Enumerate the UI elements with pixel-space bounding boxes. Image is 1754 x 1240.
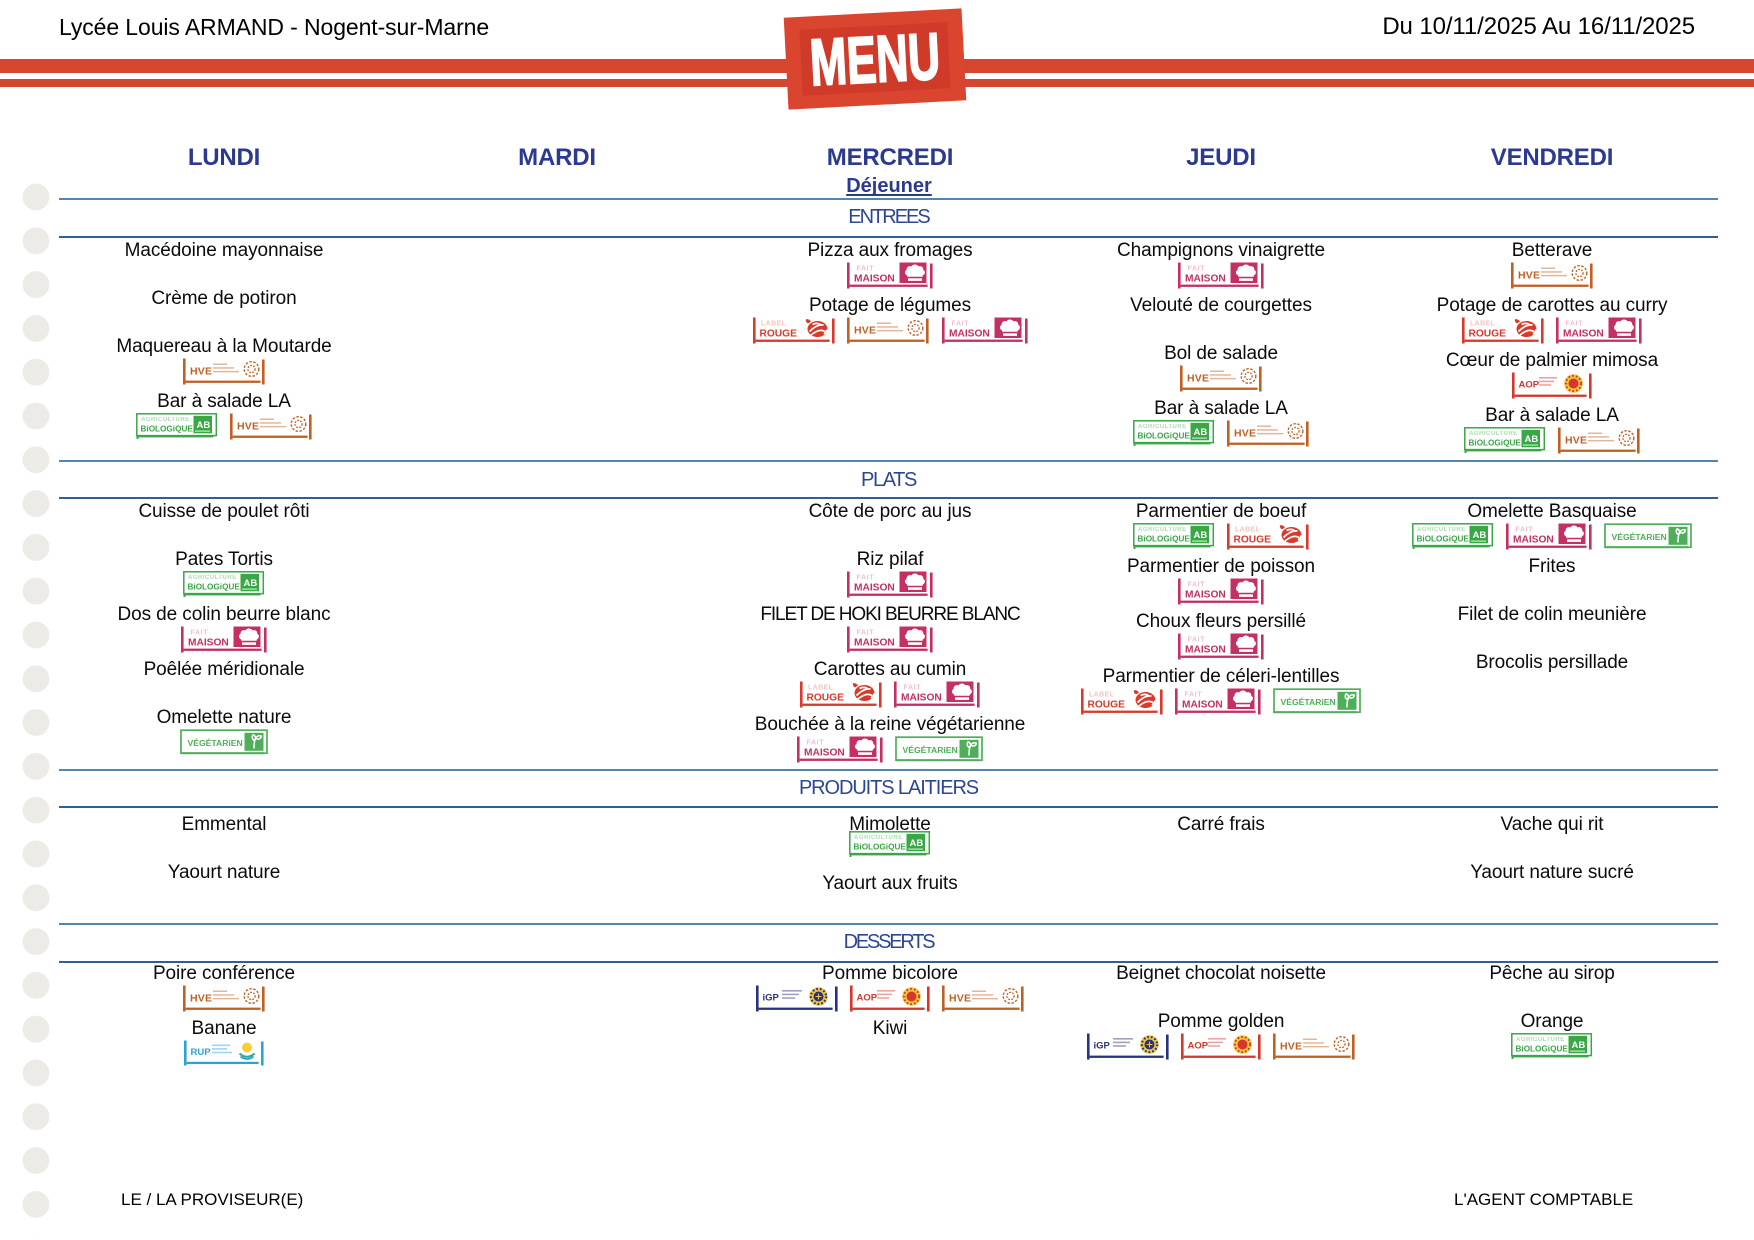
svg-text:HVE: HVE (854, 325, 876, 337)
svg-text:AOP: AOP (1519, 380, 1540, 391)
svg-text:VÉGÉTARiEN: VÉGÉTARiEN (1280, 697, 1335, 707)
svg-text:MAISON: MAISON (1185, 645, 1226, 656)
svg-text:VÉGÉTARiEN: VÉGÉTARiEN (902, 745, 957, 755)
svg-text:MAISON: MAISON (188, 638, 229, 649)
svg-text:MAISON: MAISON (1563, 329, 1604, 340)
svg-text:AGRICULTURE: AGRICULTURE (188, 575, 237, 581)
svg-text:AB: AB (244, 578, 258, 589)
svg-text:MAISON: MAISON (854, 583, 895, 594)
svg-text:BiOLOGiQUE: BiOLOGiQUE (1516, 1044, 1569, 1053)
svg-text:FAIT: FAIT (951, 321, 969, 328)
svg-text:AB: AB (910, 838, 924, 849)
svg-text:LABEL: LABEL (1089, 692, 1115, 699)
svg-text:AOP: AOP (856, 992, 877, 1003)
svg-text:FAIT: FAIT (1188, 582, 1206, 589)
svg-text:FAIT: FAIT (857, 266, 875, 273)
svg-text:FAIT: FAIT (191, 630, 209, 637)
svg-text:VÉGÉTARiEN: VÉGÉTARiEN (187, 738, 242, 748)
svg-text:ROUGE: ROUGE (759, 329, 797, 340)
svg-text:HVE: HVE (190, 366, 212, 378)
svg-text:AGRICULTURE: AGRICULTURE (1516, 1037, 1565, 1043)
svg-text:VÉGÉTARiEN: VÉGÉTARiEN (1611, 532, 1666, 542)
svg-text:FAIT: FAIT (1188, 637, 1206, 644)
svg-text:HVE: HVE (949, 992, 971, 1004)
svg-text:iGP: iGP (1093, 1040, 1110, 1051)
svg-text:HVE: HVE (237, 421, 259, 433)
svg-text:FAIT: FAIT (1566, 321, 1584, 328)
svg-text:BiOLOGiQUE: BiOLOGiQUE (1416, 534, 1469, 543)
svg-text:AGRICULTURE: AGRICULTURE (854, 835, 903, 841)
svg-text:HVE: HVE (1280, 1040, 1302, 1052)
svg-text:HVE: HVE (1565, 435, 1587, 447)
svg-text:FAIT: FAIT (904, 685, 922, 692)
svg-text:AB: AB (196, 420, 210, 431)
svg-text:MAISON: MAISON (854, 274, 895, 285)
svg-text:BiOLOGiQUE: BiOLOGiQUE (1138, 534, 1191, 543)
svg-text:MAISON: MAISON (804, 748, 845, 759)
svg-text:FAIT: FAIT (857, 630, 875, 637)
svg-text:ROUGE: ROUGE (1469, 329, 1507, 340)
svg-text:BiOLOGiQUE: BiOLOGiQUE (1137, 431, 1190, 440)
svg-text:MAISON: MAISON (949, 329, 990, 340)
svg-text:HVE: HVE (1234, 428, 1256, 440)
svg-text:FAIT: FAIT (857, 575, 875, 582)
svg-text:MAISON: MAISON (854, 638, 895, 649)
svg-text:AB: AB (1472, 530, 1486, 541)
svg-text:MAISON: MAISON (1185, 274, 1226, 285)
svg-text:AGRICULTURE: AGRICULTURE (1469, 431, 1518, 437)
svg-text:HVE: HVE (1518, 270, 1540, 282)
svg-text:LABEL: LABEL (1470, 321, 1496, 328)
svg-text:MAISON: MAISON (1513, 535, 1554, 546)
svg-text:LABEL: LABEL (808, 685, 834, 692)
svg-text:LABEL: LABEL (761, 321, 787, 328)
svg-text:ROUGE: ROUGE (1087, 700, 1125, 711)
svg-text:AB: AB (1193, 427, 1207, 438)
svg-text:MAISON: MAISON (1182, 700, 1223, 711)
svg-text:HVE: HVE (190, 992, 212, 1004)
svg-text:FAIT: FAIT (1515, 527, 1533, 534)
svg-text:MAISON: MAISON (901, 693, 942, 704)
svg-text:AGRICULTURE: AGRICULTURE (141, 417, 190, 423)
svg-text:MENU: MENU (808, 19, 942, 100)
svg-text:ROUGE: ROUGE (807, 693, 845, 704)
svg-text:HVE: HVE (1187, 373, 1209, 385)
svg-text:ROUGE: ROUGE (1234, 535, 1272, 546)
svg-text:LABEL: LABEL (1235, 527, 1261, 534)
svg-text:BiOLOGiQUE: BiOLOGiQUE (188, 582, 241, 591)
svg-text:BiOLOGiQUE: BiOLOGiQUE (854, 842, 907, 851)
svg-text:AGRICULTURE: AGRICULTURE (1138, 424, 1187, 430)
svg-text:AGRICULTURE: AGRICULTURE (1138, 527, 1187, 533)
svg-text:AB: AB (1572, 1040, 1586, 1051)
svg-text:RUP: RUP (191, 1047, 212, 1058)
svg-text:AGRICULTURE: AGRICULTURE (1417, 527, 1466, 533)
svg-text:AB: AB (1194, 530, 1208, 541)
svg-text:AOP: AOP (1187, 1040, 1208, 1051)
svg-text:MAISON: MAISON (1185, 590, 1226, 601)
svg-text:FAIT: FAIT (1188, 266, 1206, 273)
svg-text:FAIT: FAIT (806, 740, 824, 747)
svg-text:FAIT: FAIT (1184, 692, 1202, 699)
svg-text:AB: AB (1524, 434, 1538, 445)
svg-text:iGP: iGP (762, 992, 779, 1003)
svg-text:BiOLOGiQUE: BiOLOGiQUE (1468, 438, 1521, 447)
svg-text:BiOLOGiQUE: BiOLOGiQUE (140, 424, 193, 433)
